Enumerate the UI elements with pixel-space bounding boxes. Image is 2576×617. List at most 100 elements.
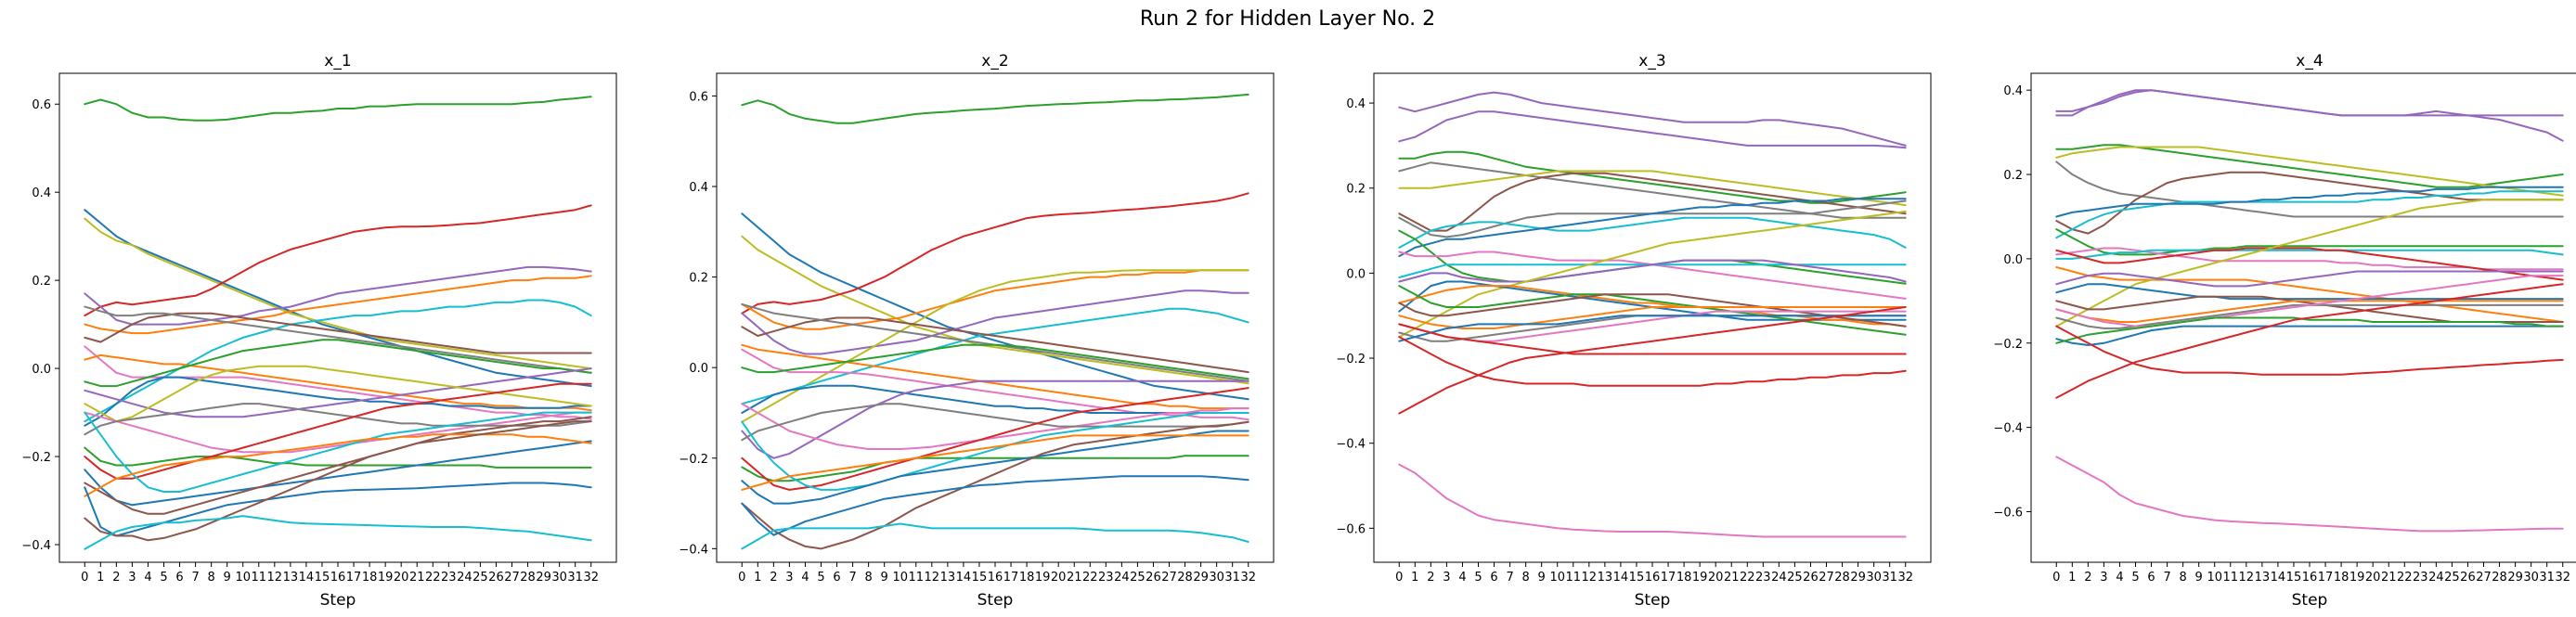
y-tick-label: 0.2 [1346,183,1366,197]
y-tick-label: −0.2 [1993,338,2023,352]
series-line-18 [84,382,592,480]
x-tick-label: 32 [583,571,599,585]
x-tick-label: 28 [1834,571,1850,585]
series-group [2055,89,2564,533]
x-tick-label: 30 [1209,571,1224,585]
x-tick-label: 9 [224,571,231,585]
series-line-6 [2055,190,2564,239]
series-line-16 [741,403,1249,442]
x-tick-label: 27 [1819,571,1834,585]
x-tick-label: 8 [864,571,872,585]
series-line-2 [84,217,592,370]
y-tick-label: 0.6 [32,98,51,112]
series-line-23 [1398,306,1907,415]
x-tick-label: 19 [1035,571,1051,585]
x-axis-label: Step [977,591,1014,610]
x-tick-label: 13 [940,571,956,585]
series-line-19 [741,412,1249,491]
series-line-1 [84,209,592,388]
x-tick-label: 7 [191,571,199,585]
y-tick-label: −0.4 [679,543,708,557]
x-tick-label: 29 [536,571,551,585]
x-tick-label: 26 [1803,571,1819,585]
x-tick-label: 15 [972,571,988,585]
series-line-20 [84,440,592,507]
x-tick-label: 2 [1427,571,1434,585]
series-line-12 [741,343,1249,380]
y-tick-label: 0.4 [1346,97,1366,111]
series-line-24 [741,522,1249,550]
y-tick-label: 0.4 [689,181,708,195]
x-tick-label: 30 [551,571,567,585]
x-tick-label: 32 [1897,571,1913,585]
x-tick-label: 1 [1411,571,1418,585]
x-tick-label: 26 [488,571,504,585]
y-tick-label: 0.0 [32,363,51,377]
x-axis-label: Step [320,591,356,610]
series-line-8 [741,316,1249,374]
series-line-14 [84,365,592,423]
x-tick-label: 25 [2444,571,2460,585]
series-line-1 [2055,89,2564,117]
series-line-19 [84,411,592,493]
x-tick-label: 31 [567,571,583,585]
series-line-3 [2055,146,2564,197]
series-line-1 [741,212,1249,401]
series-line-25 [1398,463,1907,538]
series-line-7 [1398,216,1907,249]
y-tick-label: −0.4 [1993,422,2023,436]
x-tick-label: 3 [785,571,793,585]
subplot-title: x_2 [981,52,1008,71]
series-line-2 [741,235,1249,385]
series-line-8 [1398,198,1907,258]
series-line-3 [1398,161,1907,219]
series-line-22 [741,434,1249,491]
x-tick-label: 9 [1538,571,1546,585]
series-group [84,96,592,550]
x-tick-label: 30 [2523,571,2539,585]
x-tick-label: 12 [267,571,283,585]
series-line-4 [84,265,592,326]
series-line-1 [1398,110,1907,149]
subplot-panels: x_10 1 2 3 4 5 6 7 8 9 10 11 12 13 14 15 16 17 18 19 20 21 22 2… [21,52,2576,610]
x-tick-label: 2 [770,571,777,585]
series-line-5 [84,275,592,335]
x-tick-label: 22 [2397,571,2413,585]
series-line-10 [1398,251,1907,300]
series-line-11 [84,339,592,388]
x-tick-label: 8 [1521,571,1529,585]
series-line-24 [2055,456,2564,533]
x-tick-label: 12 [925,571,940,585]
x-tick-label: 21 [2381,571,2397,585]
x-tick-label: 29 [2507,571,2523,585]
series-line-12 [84,376,592,427]
x-tick-label: 23 [441,571,457,585]
series-line-22 [84,433,592,497]
x-tick-label: 25 [472,571,488,585]
series-line-22 [1398,323,1907,355]
x-tick-label: 0 [738,571,745,585]
x-tick-label: 12 [1582,571,1598,585]
subplot-x-1: x_10 1 2 3 4 5 6 7 8 9 10 11 12 13 14 15 16 17 18 19 20 21 22 2… [21,52,617,610]
x-tick-label: 25 [1130,571,1146,585]
x-tick-label: 7 [1506,571,1513,585]
x-tick-label: 27 [1161,571,1177,585]
series-line-13 [1398,210,1907,339]
x-axis-label: Step [2292,591,2328,610]
y-tick-label: −0.4 [1336,438,1366,452]
x-tick-label: 6 [833,571,840,585]
series-line-10 [741,348,1249,421]
x-tick-label: 28 [520,571,536,585]
series-line-0 [741,93,1249,124]
series-line-0 [1398,91,1907,147]
subplot-x-4: x_40 1 2 3 4 5 6 7 8 9 10 11 12 13 14 15 16 17 18 19 20 21 22 2… [1993,52,2576,610]
x-tick-label: 31 [2539,571,2555,585]
y-tick-label: 0.0 [689,362,708,376]
series-line-14 [741,379,1249,459]
x-tick-label: 2 [2084,571,2091,585]
x-tick-label: 27 [504,571,520,585]
x-tick-label: 11 [908,571,924,585]
x-tick-label: 3 [2100,571,2107,585]
series-line-15 [741,403,1249,450]
